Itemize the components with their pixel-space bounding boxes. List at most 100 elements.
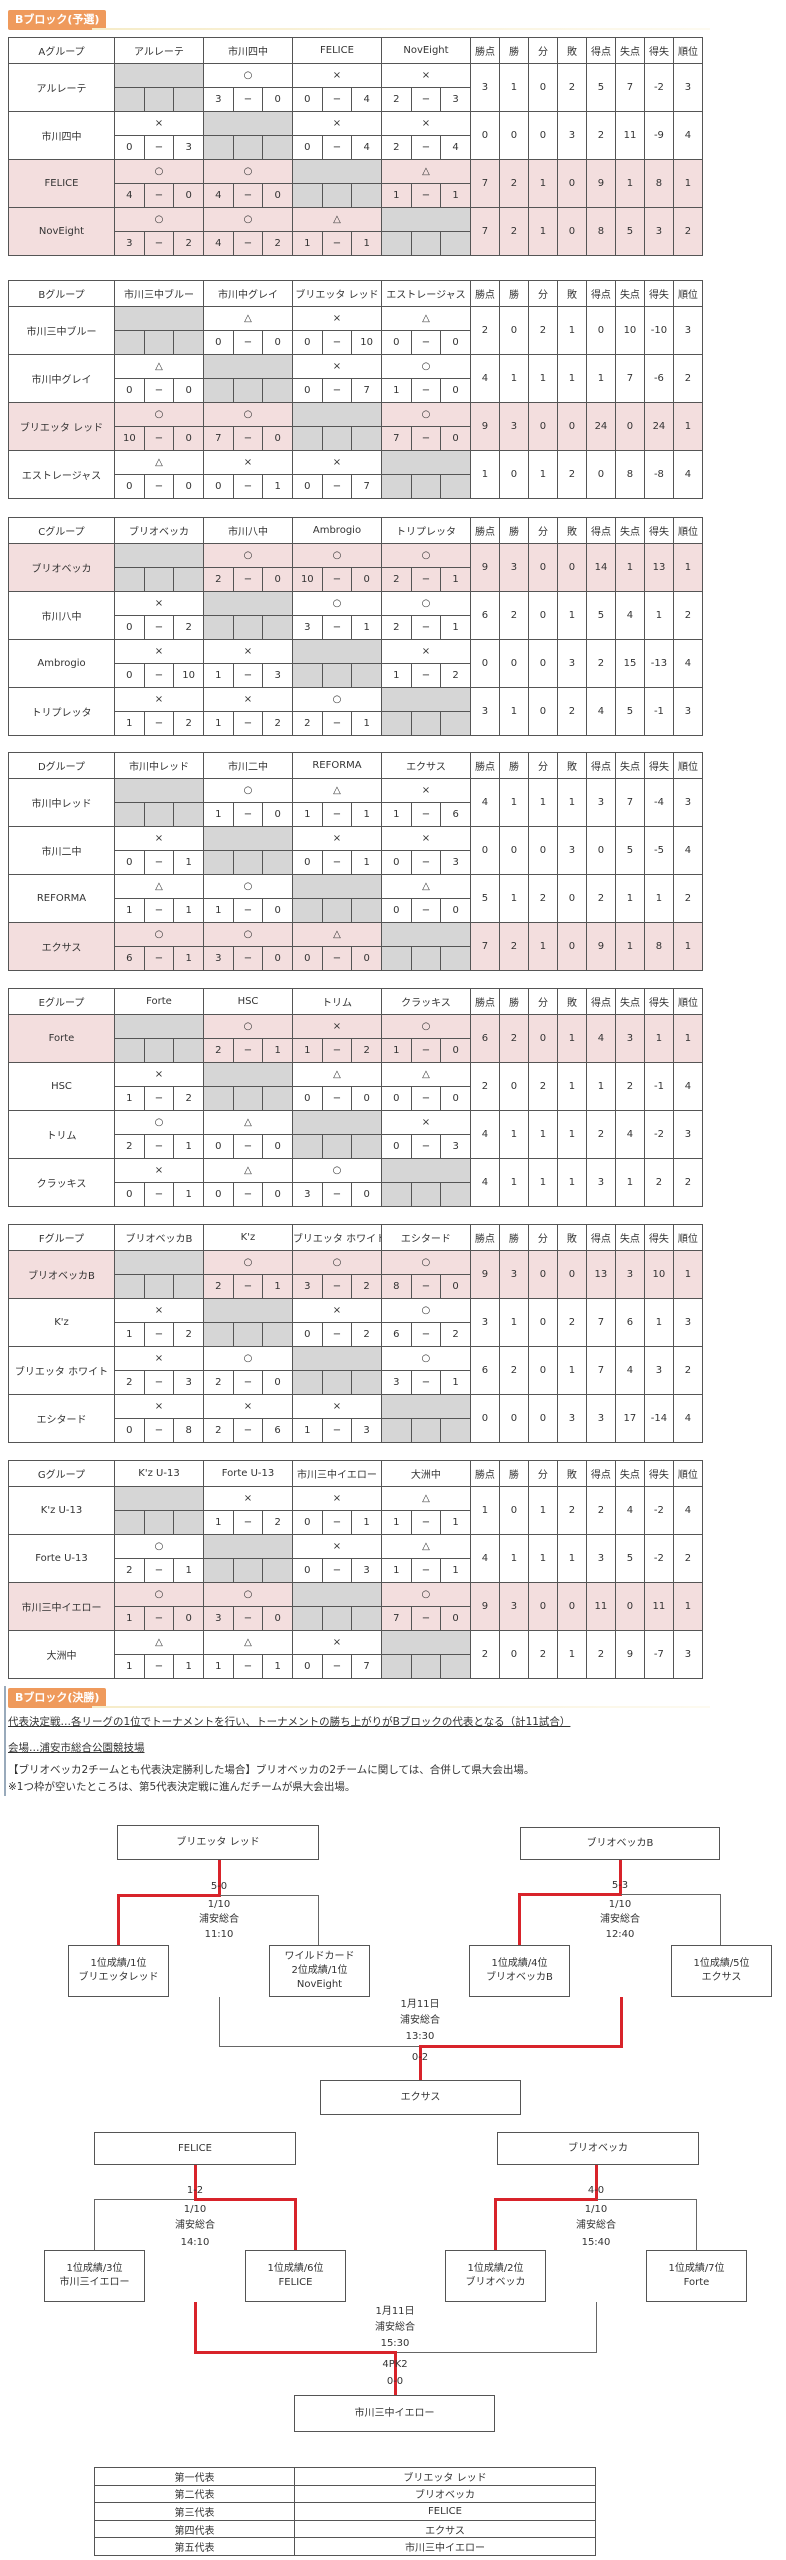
team-name: FELICE [294, 2502, 596, 2521]
bracket-line [396, 2352, 597, 2353]
goals-against: 3 [440, 850, 471, 875]
representatives-table: 第一代表 ブリエッタ レッド 第二代表 ブリオベッカ 第三代表 FELICE 第四代表 エクサ… [94, 2467, 596, 2556]
stat-value: 0 [498, 1394, 529, 1443]
stat-header: 勝 [498, 37, 529, 64]
self-match-cell [202, 615, 234, 640]
goals-against: 3 [262, 663, 293, 688]
stat-value: 0 [556, 1582, 587, 1631]
table-row: K'z U-13 × × △ 1 0 1 2 2 4 -2 4 [8, 1486, 703, 1535]
goals-for: 2 [380, 87, 412, 112]
team-name: 市川三中イエロー [294, 2537, 596, 2556]
result-symbol: × [291, 111, 382, 136]
bracket-team-box: 1位成績/7位 Forte [646, 2250, 747, 2302]
group-name: Dグループ [8, 752, 115, 779]
result-symbol: ○ [202, 207, 293, 232]
self-match-cell [203, 354, 293, 379]
box-text: ブリオベッカ [568, 2142, 628, 2154]
winner-line [419, 2046, 422, 2080]
stat-value: 2 [585, 874, 616, 923]
self-match-cell [262, 1086, 293, 1111]
stat-header: 得点 [585, 517, 616, 544]
stat-value: 7 [614, 778, 645, 827]
stat-value: 3 [585, 1158, 616, 1207]
group-table: Eグループ Forte HSC トリム クラッキス 勝点勝分敗得点 失点 得失 順位 Forte ○… [8, 988, 703, 1207]
result-symbol: △ [114, 450, 204, 475]
result-symbol: △ [291, 922, 382, 947]
table-row: NovEight ○ ○ △ 7 2 1 0 8 5 3 2 [8, 207, 703, 256]
self-match-cell [143, 1510, 175, 1535]
score-dash: − [143, 1322, 175, 1347]
goals-for: 0 [291, 1654, 323, 1679]
goals-for: 3 [291, 1182, 323, 1207]
stat-value: 2 [556, 63, 587, 112]
goals-for: 0 [380, 330, 412, 355]
goals-for: 1 [114, 1086, 145, 1111]
stat-value: 1 [672, 1014, 703, 1063]
score-dash: − [410, 330, 442, 355]
score-row: 1−2 0−2 6−2 [9, 1322, 703, 1347]
goals-against: 0 [440, 1038, 471, 1063]
result-symbol: △ [380, 1534, 471, 1559]
rank-label: 第四代表 [94, 2519, 295, 2539]
score-row: 0−2 3−1 2−1 [9, 615, 703, 640]
goals-for: 2 [114, 1134, 145, 1159]
goals-for: 0 [380, 1134, 412, 1159]
result-symbol: ○ [202, 922, 293, 947]
goals-for: 3 [202, 946, 234, 971]
group-table: Dグループ 市川中レッド 市川二中 REFORMA エクサス 勝点勝分敗得点 失点 得失 順位市… [8, 752, 703, 971]
bracket-winner-box: 市川三中イエロー [294, 2395, 495, 2432]
score-dash: − [143, 426, 175, 451]
score-dash: − [321, 474, 353, 499]
self-match-cell [114, 87, 145, 112]
bracket-line [94, 2199, 95, 2250]
goals-against: 2 [173, 615, 204, 640]
stat-value: 0 [498, 111, 529, 160]
result-symbol: ○ [291, 687, 382, 712]
stat-value: 1 [614, 543, 645, 592]
table-header: Cグループ ブリオベッカ 市川八中 Ambrogio トリプレッタ 勝点勝分敗得点 失点 得失… [8, 517, 703, 544]
stat-value: 3 [672, 1630, 703, 1679]
score-dash: − [143, 1370, 175, 1395]
stat-header: 失点 [614, 988, 645, 1015]
table-row: 市川四中 × × × 0 0 0 3 2 11 -9 4 [8, 111, 703, 160]
self-match-cell [202, 826, 293, 851]
goals-against: 1 [440, 1370, 471, 1395]
winner-line [194, 2198, 297, 2201]
goals-against: 1 [440, 1510, 471, 1535]
goals-for: 1 [202, 1654, 234, 1679]
table-row: K'z × × ○ 3 1 0 2 7 6 1 3 [8, 1298, 703, 1347]
score-dash: − [143, 711, 175, 736]
stat-value: 9 [585, 922, 616, 971]
stat-value: 9 [585, 159, 616, 208]
stat-header: 分 [527, 752, 558, 779]
stat-value: 8 [585, 207, 616, 256]
result-symbol: × [114, 1394, 204, 1419]
goals-for: 4 [202, 183, 234, 208]
stat-value: 4 [585, 1014, 616, 1063]
bracket-winner-box: ブリオベッカB [520, 1827, 720, 1860]
self-match-cell [232, 1086, 264, 1111]
goals-for: 7 [380, 1606, 412, 1631]
stat-value: 5 [614, 687, 645, 736]
goals-against: 0 [173, 183, 204, 208]
stat-header: 勝点 [469, 1224, 500, 1251]
team-name: K'z U-13 [8, 1486, 115, 1535]
goals-against: 4 [351, 87, 382, 112]
goals-for: 0 [291, 474, 323, 499]
goals-against: 0 [262, 426, 293, 451]
self-match-cell [173, 1510, 204, 1535]
stat-value: 0 [527, 1346, 558, 1395]
goals-against: 0 [262, 330, 293, 355]
score-dash: − [232, 183, 264, 208]
stat-value: 4 [469, 354, 500, 403]
stat-header: 分 [527, 37, 558, 64]
goals-for: 2 [202, 567, 234, 592]
score-dash: − [410, 1606, 442, 1631]
box-text: エクサス [400, 2091, 441, 2103]
stat-value: 3 [585, 778, 616, 827]
stat-value: 3 [556, 639, 587, 688]
opponent-header: K'z U-13 [114, 1460, 204, 1487]
goals-against: 1 [440, 567, 471, 592]
table-row: クラッキス × △ ○ 4 1 1 1 3 1 2 2 [8, 1158, 703, 1207]
goals-against: 1 [173, 946, 204, 971]
